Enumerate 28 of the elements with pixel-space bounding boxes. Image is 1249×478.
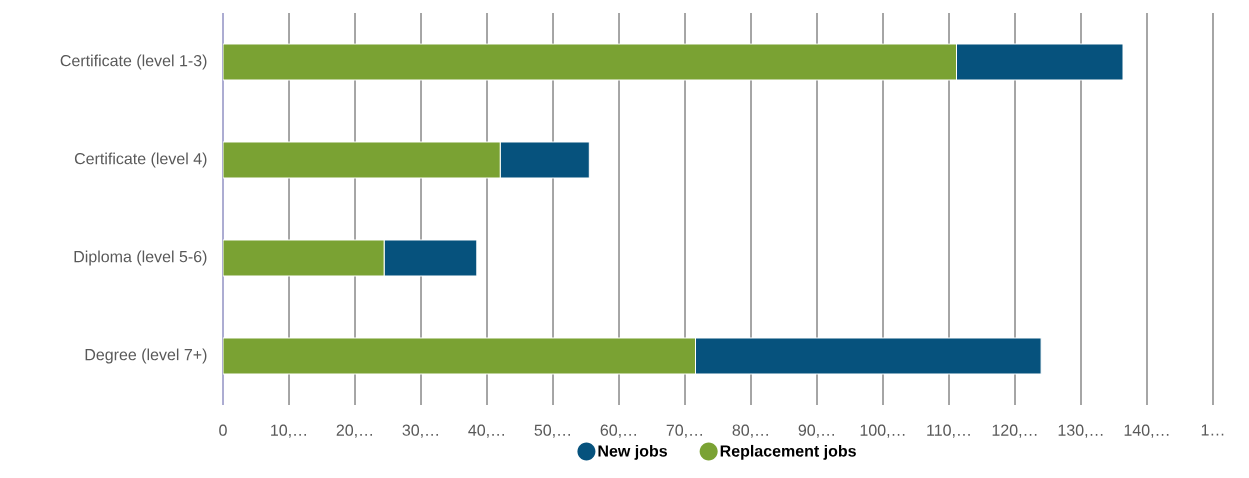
text: 140,…	[1124, 424, 1169, 438]
text: 60,…	[600, 424, 636, 438]
text: 50,…	[534, 424, 570, 438]
text: 80,…	[732, 424, 768, 438]
y-tick-label: Certificate (level 1-3)	[60, 54, 207, 70]
text: 20,…	[336, 424, 372, 438]
bar	[223, 239, 385, 277]
text: 90,…	[798, 424, 834, 438]
text: 70,…	[666, 424, 702, 438]
y-tick-label: Certificate (level 4)	[74, 152, 207, 168]
y-tick-label: Degree (level 7+)	[85, 348, 207, 364]
bar	[223, 337, 697, 375]
text: 130,…	[1058, 424, 1103, 438]
text: 1…	[1201, 424, 1224, 436]
text: 10,…	[271, 424, 306, 438]
text: 30,…	[402, 424, 438, 438]
text: 0	[219, 424, 227, 436]
bar	[499, 141, 590, 179]
bar	[223, 141, 501, 179]
text: 100,…	[860, 424, 905, 438]
bar	[223, 43, 957, 81]
text: 40,…	[468, 424, 504, 438]
bar	[383, 239, 478, 277]
legend-label: New jobs	[598, 444, 667, 460]
text: 120,…	[992, 424, 1037, 438]
y-tick-label: Diploma (level 5-6)	[74, 250, 207, 266]
text: 110,…	[927, 424, 970, 438]
legend-label: Replacement jobs	[720, 444, 856, 460]
